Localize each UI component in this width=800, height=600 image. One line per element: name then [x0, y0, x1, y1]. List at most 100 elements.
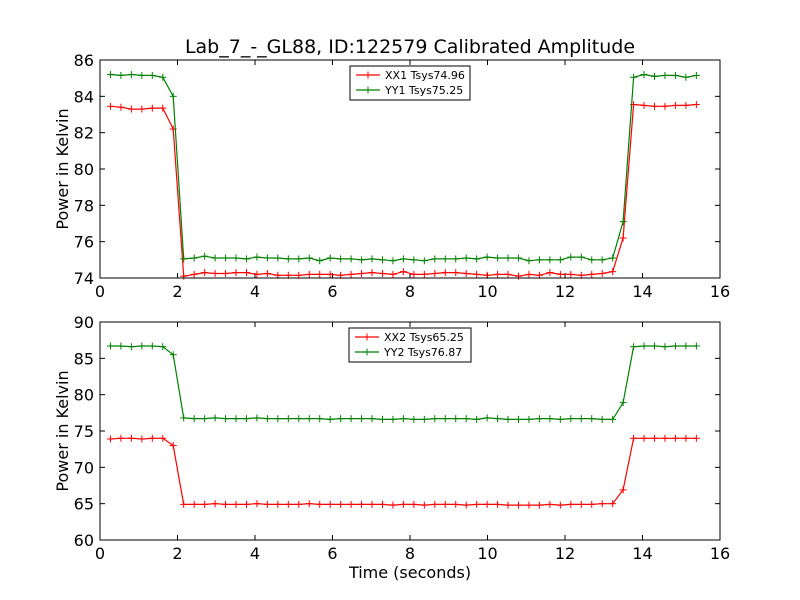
bottom-series-2-point: [671, 342, 679, 350]
bottom-series-1-point: [263, 500, 271, 508]
bottom-series-2-point: [588, 415, 596, 423]
top-series-2-point: [661, 71, 669, 79]
top-series-2-point: [326, 254, 334, 262]
top-series-1-point: [546, 269, 554, 277]
top-series-1-point: [661, 102, 669, 110]
bottom-series-2-point: [431, 415, 439, 423]
bottom-series-1-point: [159, 434, 167, 442]
top-series-2-point: [263, 254, 271, 262]
top-series-2-point: [295, 255, 303, 263]
bottom-series-2-point: [473, 415, 481, 423]
bottom-series-2-point: [399, 415, 407, 423]
bottom-series-1-point: [494, 500, 502, 508]
bottom-series-2-point: [190, 415, 198, 423]
bottom-series-2-point: [682, 342, 690, 350]
bottom-series-1-point: [609, 500, 617, 508]
top-series-1-point: [567, 270, 575, 278]
top-series-2-point: [452, 255, 460, 263]
bottom-series-1-point: [692, 434, 700, 442]
bottom-y-tick-label: 75: [74, 422, 94, 441]
top-series-2-point: [651, 72, 659, 80]
top-x-tick-label: 0: [95, 282, 105, 301]
top-series-2-point: [483, 253, 491, 261]
bottom-x-tick-label: 10: [477, 544, 497, 563]
top-legend-label: YY1 Tsys75.25: [384, 84, 463, 97]
bottom-series-1-point: [630, 434, 638, 442]
top-x-tick-label: 8: [405, 282, 415, 301]
bottom-series-2-point: [651, 342, 659, 350]
bottom-series-2-point: [494, 415, 502, 423]
bottom-series-2-point: [556, 415, 564, 423]
chart-title: Lab_7_-_GL88, ID:122579 Calibrated Ampli…: [185, 36, 635, 58]
bottom-series-1-point: [452, 500, 460, 508]
bottom-series-2-point: [420, 415, 428, 423]
bottom-series-1-point: [483, 500, 491, 508]
bottom-series-1-point: [138, 435, 146, 443]
top-series-1-point: [106, 102, 114, 110]
top-series-2-point: [358, 256, 366, 264]
top-series-1-point: [326, 270, 334, 278]
top-series-1-point: [253, 270, 261, 278]
bottom-series-1-point: [201, 500, 209, 508]
bottom-series-2-point: [159, 343, 167, 351]
bottom-series-1-point: [556, 501, 564, 509]
top-series-1-point: [190, 270, 198, 278]
bottom-legend: XX2 Tsys65.25 YY2 Tsys76.87: [348, 327, 472, 363]
top-series-1-point: [431, 269, 439, 277]
bottom-series-1-point: [682, 434, 690, 442]
top-series-1-point: [410, 270, 418, 278]
top-y-tick-label: 80: [74, 160, 94, 179]
top-y-axis-label: Power in Kelvin: [53, 108, 72, 229]
top-series-2-point: [494, 254, 502, 262]
bottom-series-2-point: [117, 342, 125, 350]
bottom-series-1-point: [222, 500, 230, 508]
top-series-2-point: [274, 254, 282, 262]
bottom-series-1-point: [619, 486, 627, 494]
top-series-1-point: [651, 102, 659, 110]
bottom-series-2-point: [274, 415, 282, 423]
bottom-plot-frame: [99, 321, 721, 541]
top-series-2-point: [117, 71, 125, 79]
bottom-series-2-point: [525, 415, 533, 423]
top-series-2-point: [535, 256, 543, 264]
top-series-2-point: [567, 253, 575, 261]
bottom-series-1-point: [326, 500, 334, 508]
bottom-series-2-point: [577, 415, 585, 423]
bottom-y-tick-label: 70: [74, 458, 94, 477]
top-series-1-point: [420, 270, 428, 278]
top-series-2-point: [284, 255, 292, 263]
top-series-2-point: [347, 255, 355, 263]
bottom-series-1-point: [378, 500, 386, 508]
top-series-2-point: [222, 254, 230, 262]
bottom-series-1-point: [232, 500, 240, 508]
top-series-1-point: [117, 103, 125, 111]
bottom-series-2-point: [546, 415, 554, 423]
bottom-series-1-point: [504, 501, 512, 509]
bottom-y-tick-label: 65: [74, 495, 94, 514]
top-series-2-point: [201, 252, 209, 260]
top-series-1-point: [441, 269, 449, 277]
top-series-1-point: [201, 269, 209, 277]
top-legend-label: XX1 Tsys74.96: [385, 69, 465, 82]
top-series-1-point: [609, 268, 617, 276]
bottom-series-2-point: [127, 343, 135, 351]
top-y-tick-label: 86: [74, 51, 94, 70]
bottom-series-2-point: [326, 415, 334, 423]
bottom-y-axis-label: Power in Kelvin: [53, 370, 72, 491]
top-series-2-point: [389, 257, 397, 265]
top-series-1-point: [462, 269, 470, 277]
top-series-2-point: [431, 255, 439, 263]
bottom-series-2-point: [337, 415, 345, 423]
top-series-1-point: [127, 105, 135, 113]
top-series-2-point: [546, 256, 554, 264]
top-series-2-point: [242, 255, 250, 263]
bottom-series-1-point: [347, 500, 355, 508]
top-x-tick-label: 12: [555, 282, 575, 301]
top-series-2-point: [473, 255, 481, 263]
bottom-series-2-point: [347, 415, 355, 423]
bottom-x-tick-label: 14: [632, 544, 652, 563]
bottom-series-1-point: [127, 434, 135, 442]
top-series-2-point: [671, 71, 679, 79]
top-series-2-point: [399, 255, 407, 263]
bottom-series-2-point: [535, 415, 543, 423]
